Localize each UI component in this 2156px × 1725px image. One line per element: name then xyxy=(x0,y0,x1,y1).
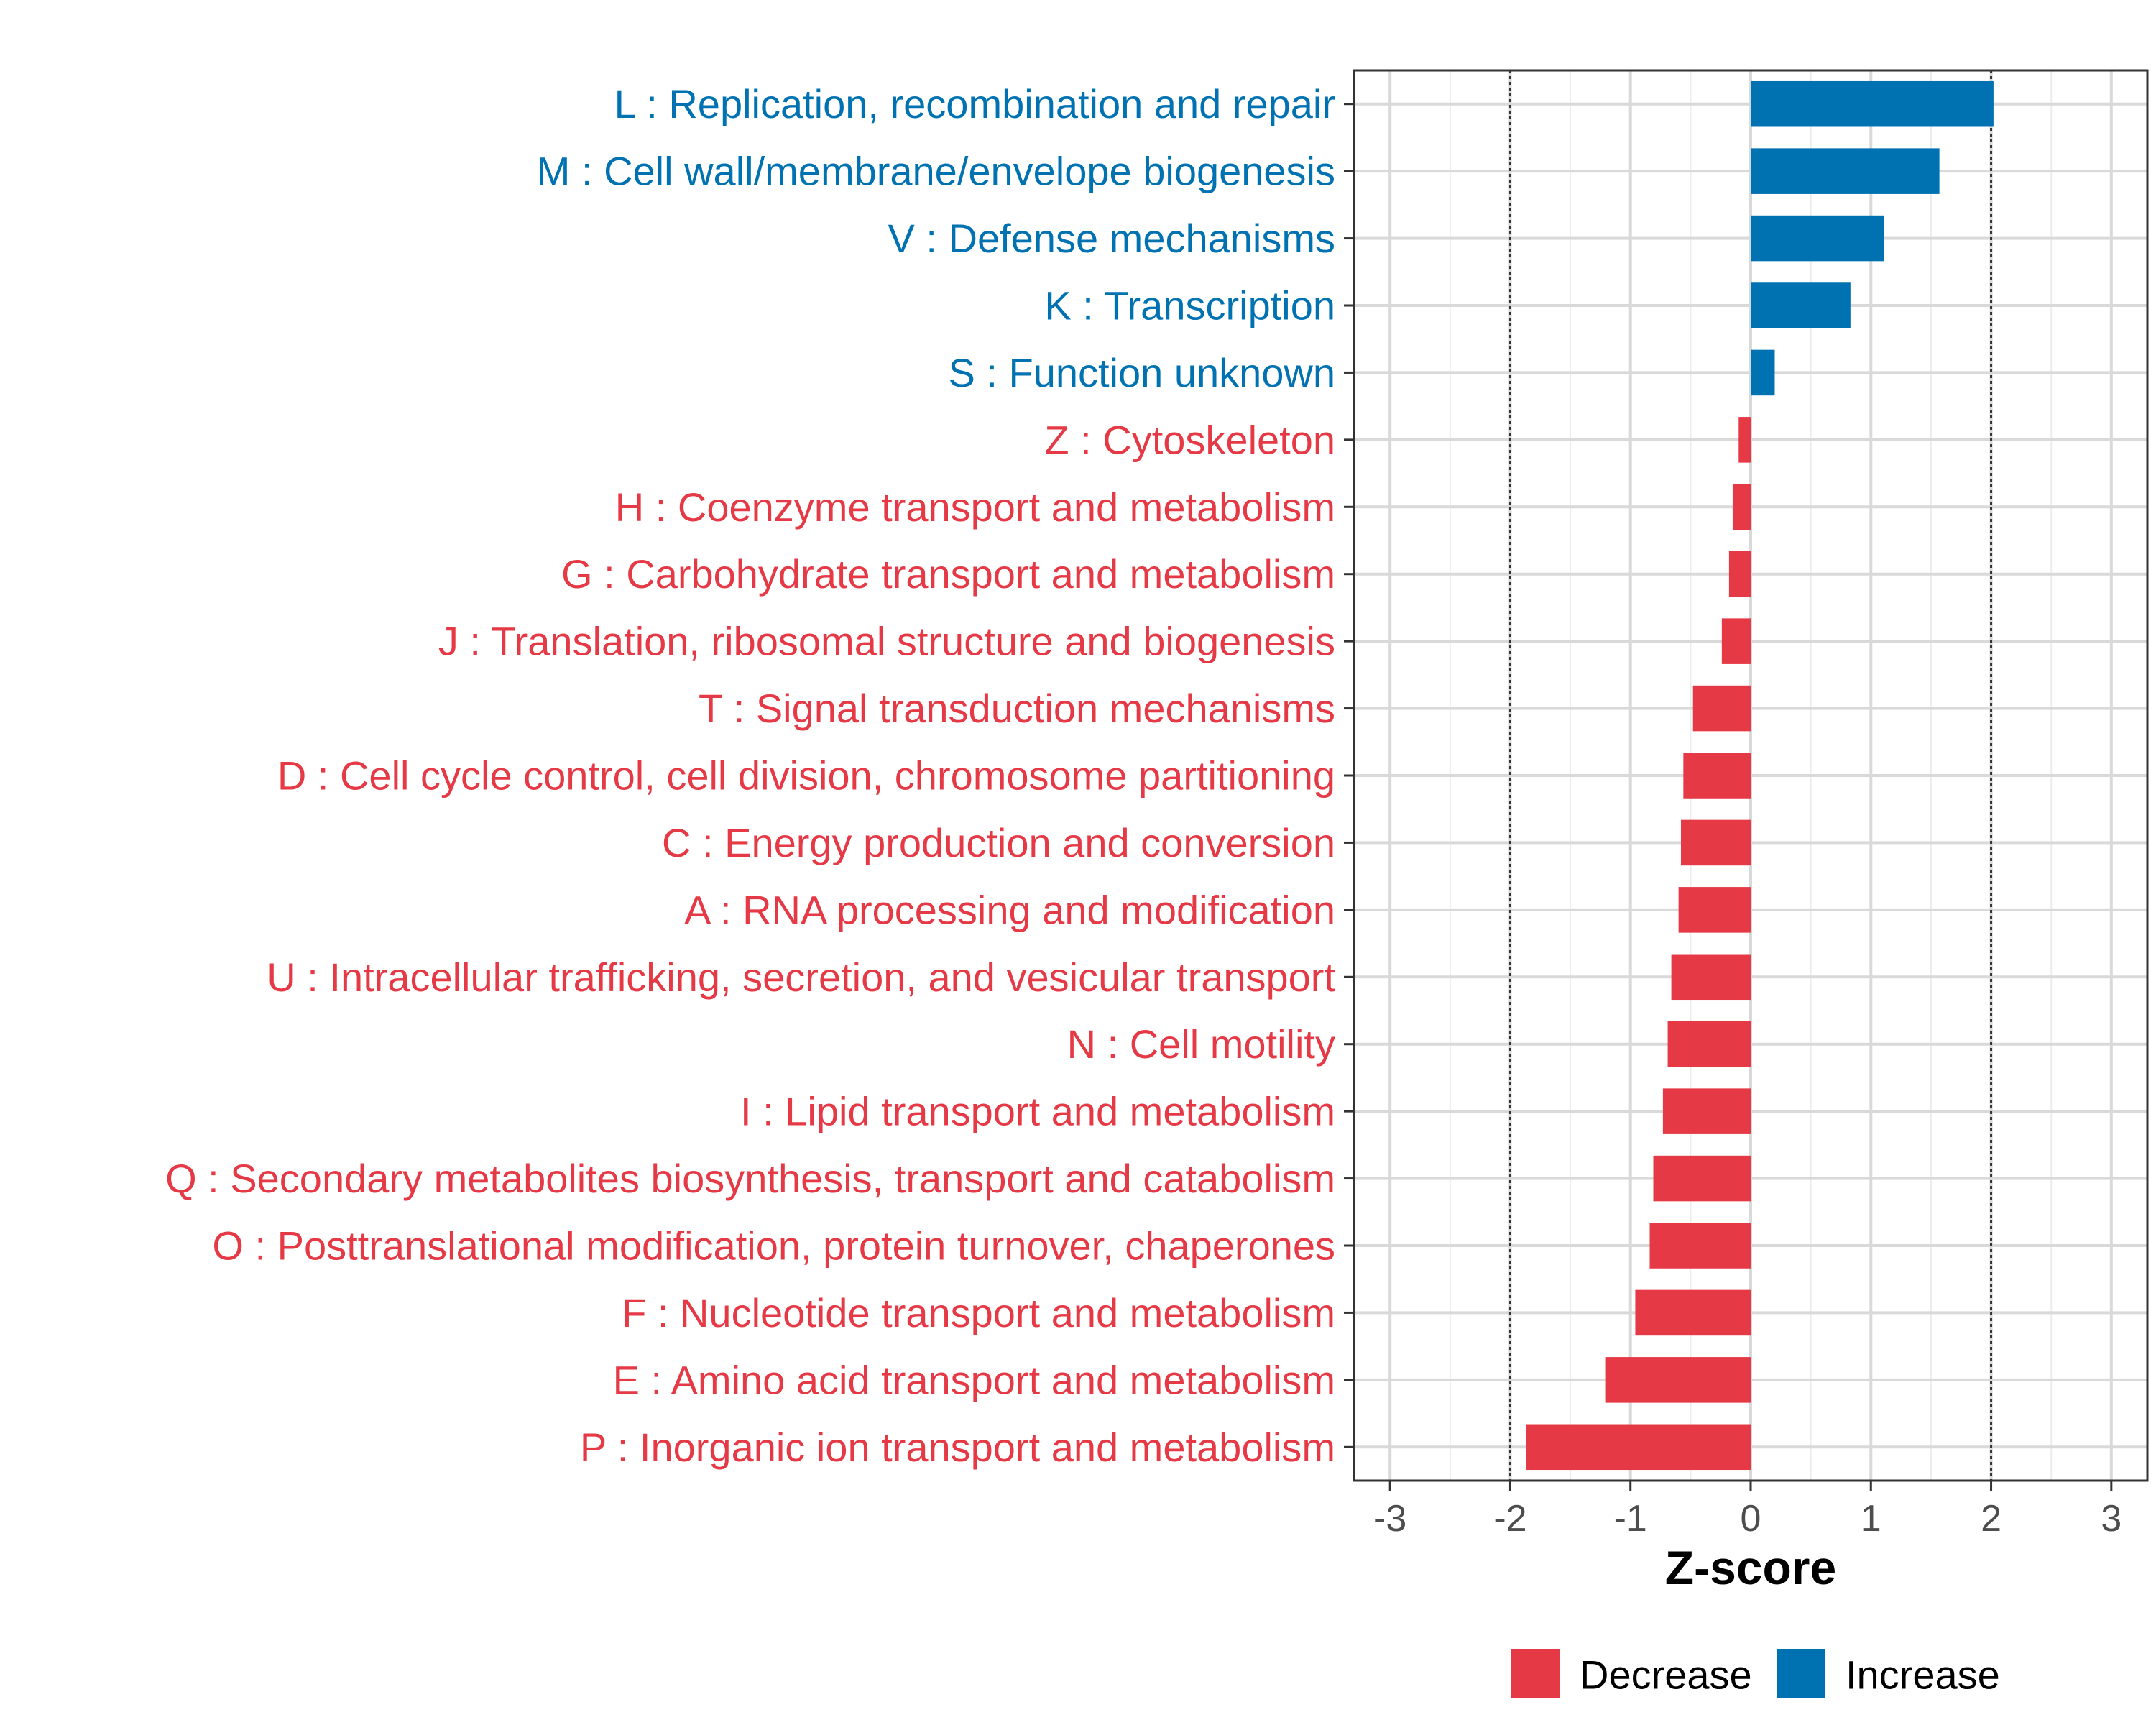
category-label: H : Coenzyme transport and metabolism xyxy=(615,484,1335,530)
category-label: M : Cell wall/membrane/envelope biogenes… xyxy=(537,149,1335,194)
category-label: K : Transcription xyxy=(1044,283,1335,328)
x-axis-title: Z-score xyxy=(1665,1541,1836,1594)
category-label: V : Defense mechanisms xyxy=(888,216,1335,261)
x-tick-label: -2 xyxy=(1493,1498,1526,1540)
bar xyxy=(1751,148,1940,194)
bar xyxy=(1526,1424,1751,1471)
category-label: F : Nucleotide transport and metabolism xyxy=(622,1290,1335,1335)
legend-label: Increase xyxy=(1846,1652,2000,1698)
legend: Decrease Increase xyxy=(1511,1649,2000,1698)
bar xyxy=(1678,887,1751,933)
x-tick-label: 2 xyxy=(1981,1498,2001,1540)
category-label: Z : Cytoskeleton xyxy=(1044,417,1335,462)
bar xyxy=(1728,551,1751,597)
category-label: U : Intracellular trafficking, secretion… xyxy=(267,954,1335,1000)
category-label: I : Lipid transport and metabolism xyxy=(740,1089,1335,1134)
category-label: E : Amino acid transport and metabolism xyxy=(613,1357,1335,1402)
category-label: J : Translation, ribosomal structure and… xyxy=(438,619,1335,664)
bar xyxy=(1692,685,1751,732)
bar xyxy=(1649,1223,1751,1269)
x-axis: -3 -2 -1 0 1 2 3 xyxy=(1373,1481,2122,1540)
category-label: L : Replication, recombination and repai… xyxy=(614,81,1335,126)
legend-label: Decrease xyxy=(1580,1652,1752,1698)
category-label: N : Cell motility xyxy=(1067,1021,1335,1067)
legend-key xyxy=(1511,1649,1560,1698)
bar xyxy=(1751,215,1884,262)
bar xyxy=(1635,1289,1751,1336)
category-label: Q : Secondary metabolites biosynthesis, … xyxy=(165,1156,1335,1201)
bar xyxy=(1662,1088,1751,1134)
category-label: C : Energy production and conversion xyxy=(662,820,1335,865)
category-label: G : Carbohydrate transport and metabolis… xyxy=(561,551,1335,597)
bars xyxy=(1526,80,1994,1471)
bar xyxy=(1683,753,1751,799)
bar xyxy=(1605,1357,1751,1403)
bar xyxy=(1680,819,1751,866)
bar xyxy=(1732,484,1751,530)
bar xyxy=(1751,282,1851,328)
bar xyxy=(1671,954,1751,1000)
x-tick-label: 0 xyxy=(1741,1498,1761,1540)
category-label: P : Inorganic ion transport and metaboli… xyxy=(580,1425,1335,1470)
category-label: S : Function unknown xyxy=(948,350,1335,395)
category-label: A : RNA processing and modification xyxy=(684,887,1335,932)
category-label: O : Posttranslational modification, prot… xyxy=(212,1223,1335,1269)
legend-key xyxy=(1777,1649,1825,1698)
bar xyxy=(1738,417,1751,463)
bar xyxy=(1667,1021,1751,1067)
category-label: T : Signal transduction mechanisms xyxy=(699,686,1335,731)
x-tick-label: 1 xyxy=(1861,1498,1881,1540)
category-label: D : Cell cycle control, cell division, c… xyxy=(277,753,1335,799)
bar xyxy=(1751,80,1994,127)
x-tick-label: -1 xyxy=(1614,1498,1647,1540)
bar xyxy=(1653,1155,1751,1202)
x-tick-label: -3 xyxy=(1373,1498,1406,1540)
x-tick-label: 3 xyxy=(2101,1498,2122,1540)
threshold-lines xyxy=(1508,70,1993,1481)
y-axis: L : Replication, recombination and repai… xyxy=(165,81,1354,1470)
bar xyxy=(1721,618,1751,664)
bar xyxy=(1751,349,1775,396)
